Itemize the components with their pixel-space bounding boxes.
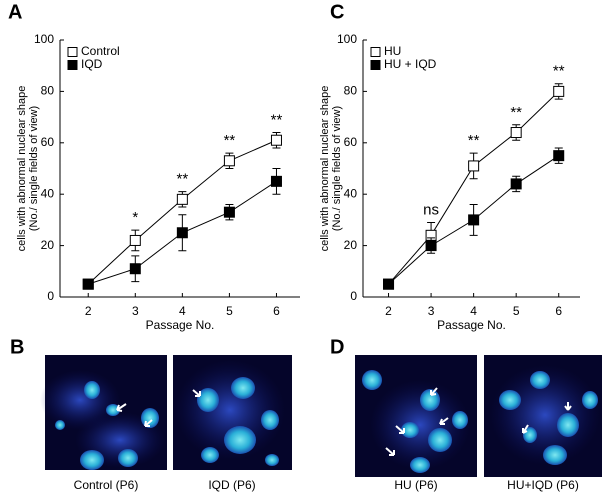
legend-marker <box>370 47 381 57</box>
marker <box>176 227 188 239</box>
significance-label: ns <box>423 201 439 218</box>
y-axis-label: cells with abnormal nuclear shape <box>16 86 28 252</box>
image-caption: HU (P6) <box>394 478 437 492</box>
legend-marker <box>370 60 381 70</box>
marker <box>223 155 235 167</box>
marker <box>468 160 480 172</box>
x-tick-label: 6 <box>555 304 562 318</box>
x-tick-label: 6 <box>273 304 280 318</box>
panel-letter: D <box>330 336 344 358</box>
marker <box>468 214 480 226</box>
marker <box>425 240 437 252</box>
x-tick-label: 2 <box>85 304 92 318</box>
x-tick-label: 5 <box>513 304 520 318</box>
y-tick-label: 20 <box>41 238 55 252</box>
x-tick-label: 3 <box>132 304 139 318</box>
marker <box>176 193 188 205</box>
x-axis-label: Passage No. <box>146 318 215 332</box>
marker <box>223 206 235 218</box>
marker <box>553 150 565 162</box>
panel-letter: B <box>10 336 24 358</box>
marker <box>270 175 282 187</box>
significance-label: ** <box>468 132 480 149</box>
y-tick-label: 60 <box>41 135 55 149</box>
y-tick-label: 80 <box>41 84 55 98</box>
series-line <box>388 91 560 285</box>
y-tick-label: 60 <box>344 135 358 149</box>
marker <box>553 85 565 97</box>
micrograph <box>355 355 477 477</box>
micrograph <box>484 355 602 477</box>
legend-marker <box>67 47 78 57</box>
marker <box>510 178 522 190</box>
marker <box>270 134 282 146</box>
y-tick-label: 80 <box>344 84 358 98</box>
x-tick-label: 3 <box>428 304 435 318</box>
marker <box>82 278 94 290</box>
x-axis-label: Passage No. <box>437 318 506 332</box>
significance-label: ** <box>271 111 283 128</box>
image-caption: IQD (P6) <box>208 478 255 492</box>
image-caption: Control (P6) <box>74 478 139 492</box>
y-tick-label: 0 <box>350 289 357 303</box>
legend-label: Control <box>81 44 120 58</box>
legend-label: HU <box>384 44 401 58</box>
y-tick-label: 40 <box>41 186 55 200</box>
significance-label: ** <box>553 63 565 80</box>
y-tick-label: 100 <box>337 32 357 46</box>
significance-label: * <box>132 209 138 226</box>
legend-marker <box>67 60 78 70</box>
image-caption: HU+IQD (P6) <box>507 478 579 492</box>
panel-letter: A <box>8 1 22 23</box>
y-tick-label: 0 <box>47 289 54 303</box>
legend-label: HU + IQD <box>384 57 437 71</box>
y-axis-label: (No./ single fields of view) <box>331 106 343 231</box>
x-tick-label: 4 <box>470 304 477 318</box>
marker <box>129 263 141 275</box>
y-tick-label: 40 <box>344 186 358 200</box>
y-tick-label: 20 <box>344 238 358 252</box>
x-tick-label: 5 <box>226 304 233 318</box>
y-axis-label: (No./ single fields of view) <box>28 106 40 231</box>
series-line <box>87 139 277 285</box>
x-tick-label: 2 <box>385 304 392 318</box>
x-tick-label: 4 <box>179 304 186 318</box>
marker <box>129 234 141 246</box>
micrograph <box>40 355 167 470</box>
marker <box>383 278 395 290</box>
panel-letter: C <box>330 1 344 23</box>
significance-label: ** <box>177 171 189 188</box>
marker <box>510 127 522 139</box>
legend-label: IQD <box>81 57 103 71</box>
micrograph <box>173 355 292 470</box>
y-axis-label: cells with abnormal nuclear shape <box>319 86 331 252</box>
significance-label: ** <box>224 132 236 149</box>
significance-label: ** <box>510 104 522 121</box>
y-tick-label: 100 <box>34 32 54 46</box>
